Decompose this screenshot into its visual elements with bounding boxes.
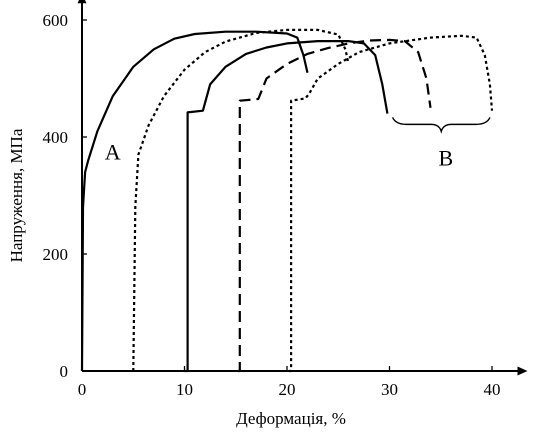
y-axis-title: Напруження, МПа bbox=[7, 128, 26, 262]
x-tick-label: 40 bbox=[484, 380, 501, 399]
x-tick-label: 10 bbox=[176, 380, 193, 399]
y-tick-label: 600 bbox=[43, 11, 69, 30]
series-line-5 bbox=[289, 34, 494, 373]
series-line-2 bbox=[132, 28, 350, 372]
y-axis-arrow bbox=[77, 0, 87, 4]
group-label-b: B bbox=[439, 145, 454, 170]
y-tick-label: 0 bbox=[60, 362, 69, 381]
group-b-brace bbox=[391, 117, 491, 134]
x-tick-label: 30 bbox=[381, 380, 398, 399]
y-tick-label: 400 bbox=[43, 128, 69, 147]
x-tick-label: 0 bbox=[78, 380, 87, 399]
series-layer bbox=[80, 28, 494, 373]
group-label-a: A bbox=[105, 140, 121, 165]
x-axis-title: Деформація, % bbox=[236, 409, 346, 428]
series-line-3 bbox=[184, 40, 389, 373]
x-axis-arrow bbox=[517, 366, 528, 376]
x-tick-label: 20 bbox=[279, 380, 296, 399]
y-tick-label: 200 bbox=[43, 245, 69, 264]
series-line-4 bbox=[237, 38, 432, 373]
series-line-1 bbox=[80, 30, 309, 372]
